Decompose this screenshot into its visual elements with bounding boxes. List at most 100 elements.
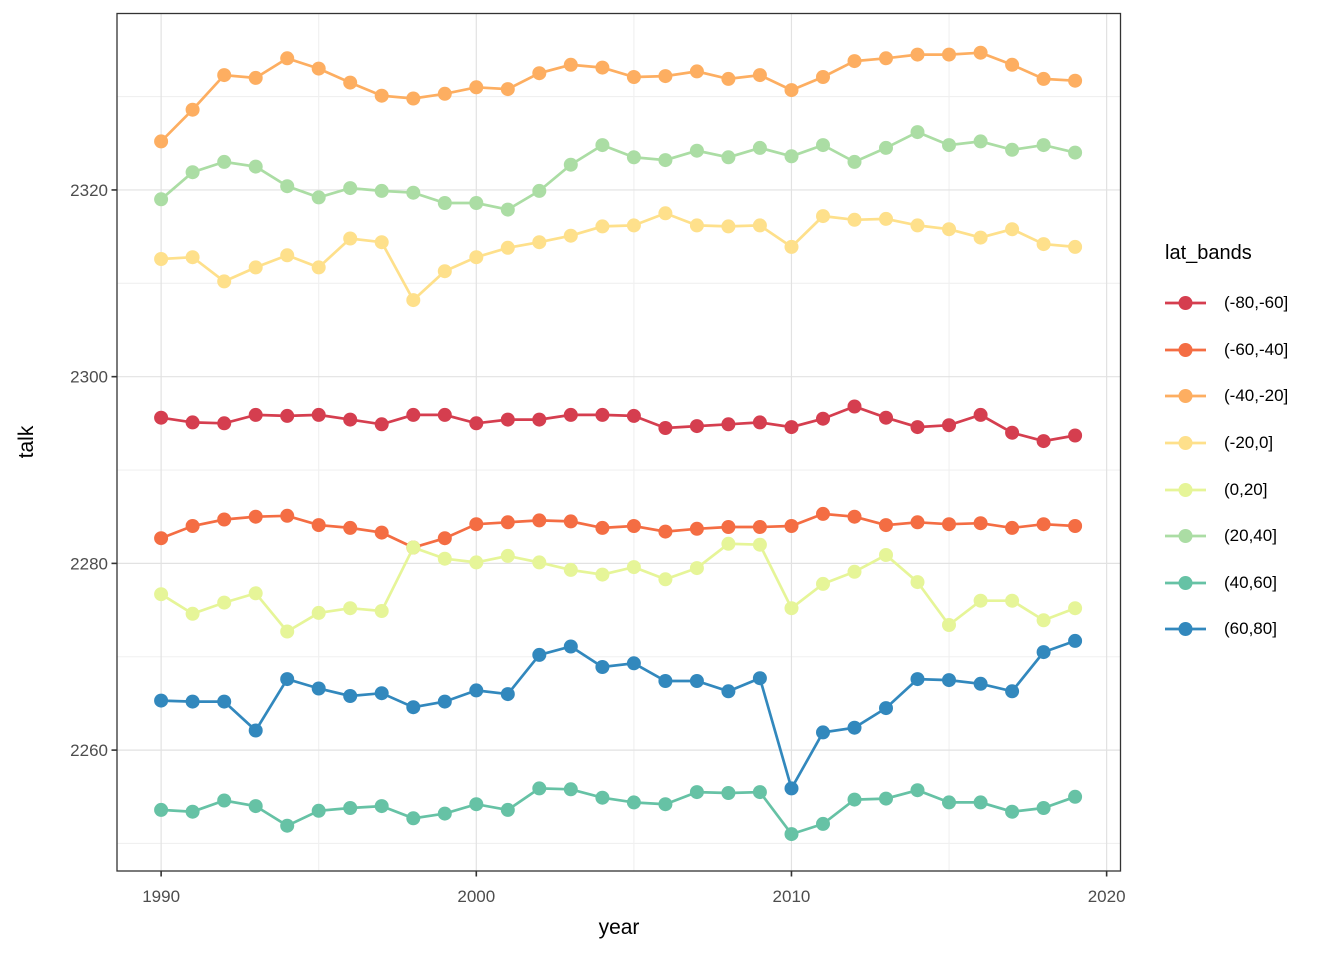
data-point (374, 88, 389, 103)
data-point (469, 250, 484, 265)
data-point (311, 518, 326, 533)
data-point (1068, 73, 1083, 88)
data-point (816, 506, 830, 521)
legend-key-point (1178, 389, 1193, 404)
data-point (973, 795, 988, 810)
data-point (217, 274, 232, 289)
data-point (1036, 613, 1051, 628)
data-point (280, 624, 295, 639)
data-point (752, 140, 767, 155)
data-point (500, 412, 515, 427)
data-point (658, 674, 673, 688)
y-tick-label: 2260 (70, 741, 108, 760)
data-point (311, 803, 326, 818)
data-point (1036, 71, 1051, 86)
data-point (280, 248, 295, 263)
data-point (816, 209, 830, 224)
data-point (1005, 57, 1020, 72)
data-point (1005, 222, 1020, 237)
data-point (658, 797, 673, 812)
data-point (721, 417, 736, 432)
data-point (185, 606, 200, 621)
series-line (160, 512, 1076, 549)
data-point (469, 80, 484, 95)
data-point (469, 416, 484, 431)
legend-entry: (-20,0] (1165, 420, 1288, 467)
data-point (942, 618, 956, 632)
data-point (973, 516, 988, 531)
data-point (185, 250, 200, 265)
data-point (689, 785, 704, 800)
data-point (784, 239, 799, 254)
y-tick-label: 2300 (70, 368, 108, 387)
legend-entry: (20,40] (1165, 513, 1288, 560)
legend-label: (-20,0] (1224, 433, 1274, 453)
data-point (469, 196, 484, 210)
data-point (437, 264, 452, 279)
data-point (343, 412, 358, 427)
data-point (311, 605, 326, 620)
data-point (185, 415, 200, 430)
data-point (626, 408, 641, 423)
data-point (879, 791, 893, 806)
data-point (437, 694, 452, 709)
series-line (161, 639, 1076, 792)
data-point (406, 700, 421, 715)
data-point (595, 60, 610, 75)
data-point (311, 260, 326, 275)
data-point (879, 211, 893, 226)
data-point (689, 218, 704, 233)
data-point (248, 407, 263, 422)
legend-key-icon (1165, 575, 1206, 590)
data-point (910, 47, 925, 62)
data-point (752, 671, 767, 686)
legend-entries: (-80,-60] (-60,-40] (-40,-20] (-20,0] (0,20]… (1165, 280, 1288, 653)
data-point (626, 560, 641, 575)
data-point (689, 521, 704, 536)
data-point (910, 672, 925, 687)
data-point (784, 420, 799, 435)
data-point (248, 260, 263, 275)
legend-key-icon (1165, 296, 1206, 311)
data-point (374, 183, 389, 198)
data-point (374, 686, 389, 701)
data-point (500, 515, 515, 530)
series-1--60-40 (154, 506, 1083, 555)
data-point (879, 51, 893, 66)
data-point (910, 125, 925, 140)
data-point (437, 196, 452, 210)
legend-label: (-60,-40] (1224, 339, 1289, 359)
data-point (154, 134, 169, 149)
data-point (248, 586, 263, 601)
data-point (847, 399, 862, 414)
data-point (784, 827, 799, 842)
data-point (626, 218, 641, 233)
legend-label: (20,40] (1224, 526, 1277, 546)
data-point (532, 555, 547, 570)
data-point (595, 407, 610, 422)
legend-label: (-40,-20] (1224, 386, 1289, 406)
legend-key-point (1178, 575, 1193, 590)
legend-entry: (-40,-20] (1165, 373, 1288, 420)
legend-entry: (-60,-40] (1165, 327, 1288, 374)
data-point (217, 68, 232, 83)
series-5-2040 (154, 125, 1083, 217)
legend-key-icon (1165, 342, 1206, 357)
data-point (626, 150, 641, 165)
series-line (161, 211, 1076, 303)
data-point (437, 531, 452, 546)
data-point (406, 540, 421, 555)
data-point (816, 816, 830, 831)
data-point (311, 61, 326, 76)
data-point (532, 781, 547, 796)
data-point (311, 407, 326, 422)
legend-key-point (1178, 622, 1193, 637)
axes: 1990 2000 2010 2020 2260 2280 2300 2320 (70, 181, 1125, 906)
data-point (595, 790, 610, 805)
legend-key-icon (1165, 482, 1206, 497)
legend-key-icon (1165, 622, 1206, 637)
data-point (1005, 425, 1020, 440)
data-point (1068, 145, 1083, 160)
data-point (910, 218, 925, 233)
